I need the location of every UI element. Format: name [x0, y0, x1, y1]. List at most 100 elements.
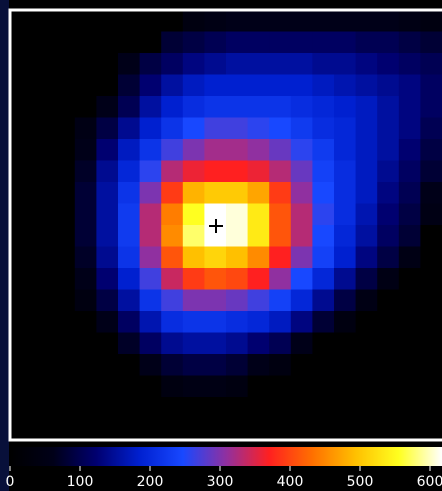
cell	[182, 397, 205, 419]
cell	[53, 31, 76, 54]
cell	[377, 332, 400, 355]
cell	[334, 182, 357, 204]
cell	[31, 418, 54, 441]
cell	[269, 289, 292, 312]
cell	[31, 117, 54, 140]
cell	[161, 10, 184, 32]
cell	[118, 289, 141, 312]
cell	[377, 397, 400, 419]
cell	[290, 225, 313, 247]
cell	[31, 354, 54, 376]
cell	[161, 268, 184, 290]
cell	[10, 96, 33, 118]
cell	[269, 139, 292, 161]
cell	[312, 31, 335, 54]
cell	[420, 268, 442, 290]
cell	[118, 10, 141, 32]
cell	[31, 203, 54, 226]
cell	[377, 10, 400, 32]
cell	[312, 10, 335, 32]
cell	[96, 311, 119, 333]
cell	[334, 139, 357, 161]
cell	[204, 203, 227, 226]
cell	[377, 182, 400, 204]
cell	[226, 311, 249, 333]
cell	[420, 289, 442, 312]
cell	[420, 397, 442, 419]
cell	[74, 182, 97, 204]
cell	[204, 311, 227, 333]
cell	[420, 225, 442, 247]
cell	[96, 332, 119, 355]
cell	[118, 96, 141, 118]
cell	[312, 268, 335, 290]
cell	[10, 139, 33, 161]
cell	[31, 268, 54, 290]
cell	[398, 182, 421, 204]
cell	[290, 289, 313, 312]
cell	[204, 246, 227, 269]
cell	[226, 53, 249, 75]
cell	[420, 375, 442, 398]
cell	[269, 397, 292, 419]
cell	[74, 53, 97, 75]
cell	[31, 397, 54, 419]
cell	[334, 354, 357, 376]
cell	[10, 246, 33, 269]
cell	[204, 96, 227, 118]
cell	[139, 96, 162, 118]
cell	[247, 182, 270, 204]
cell	[247, 311, 270, 333]
cell	[398, 225, 421, 247]
cell	[139, 139, 162, 161]
cell	[226, 375, 249, 398]
cell	[247, 160, 270, 183]
cell	[377, 31, 400, 54]
cell	[247, 203, 270, 226]
cell	[53, 203, 76, 226]
cell	[226, 182, 249, 204]
cell	[290, 160, 313, 183]
cell	[377, 225, 400, 247]
cell	[226, 332, 249, 355]
cell	[334, 74, 357, 97]
cell	[312, 203, 335, 226]
cell	[118, 182, 141, 204]
cell	[74, 289, 97, 312]
cell	[247, 117, 270, 140]
cell	[269, 96, 292, 118]
cell	[355, 268, 378, 290]
cell	[334, 246, 357, 269]
cell	[355, 418, 378, 441]
cell	[226, 397, 249, 419]
cell	[226, 160, 249, 183]
cell	[398, 139, 421, 161]
cell	[269, 246, 292, 269]
cell	[182, 354, 205, 376]
cell	[161, 311, 184, 333]
cell	[53, 289, 76, 312]
cell	[182, 139, 205, 161]
cell	[53, 397, 76, 419]
cell	[420, 182, 442, 204]
cell	[334, 225, 357, 247]
cell	[420, 418, 442, 441]
cell	[377, 375, 400, 398]
cell	[74, 268, 97, 290]
cell	[161, 139, 184, 161]
cell	[355, 74, 378, 97]
cell	[398, 268, 421, 290]
cell	[118, 311, 141, 333]
cell	[398, 160, 421, 183]
tick-label: 500	[347, 474, 374, 490]
cell	[355, 311, 378, 333]
cell	[96, 397, 119, 419]
cell	[355, 375, 378, 398]
cell	[53, 139, 76, 161]
cell	[334, 117, 357, 140]
cell	[96, 354, 119, 376]
cell	[53, 182, 76, 204]
cell	[312, 53, 335, 75]
cell	[377, 139, 400, 161]
cell	[398, 53, 421, 75]
